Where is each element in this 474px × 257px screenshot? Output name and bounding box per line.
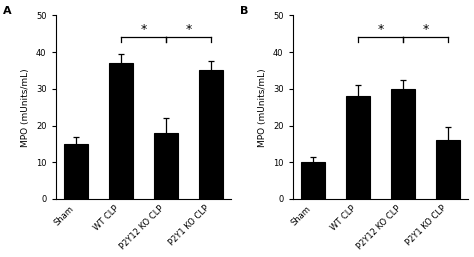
Text: *: * bbox=[140, 23, 146, 36]
Text: *: * bbox=[422, 23, 428, 36]
Bar bbox=[199, 70, 223, 199]
Y-axis label: MPO (mUnits/mL): MPO (mUnits/mL) bbox=[21, 68, 30, 146]
Y-axis label: MPO (mUnits/mL): MPO (mUnits/mL) bbox=[258, 68, 267, 146]
Bar bbox=[346, 96, 370, 199]
Text: *: * bbox=[185, 23, 191, 36]
Bar bbox=[391, 89, 415, 199]
Text: B: B bbox=[240, 6, 248, 16]
Bar bbox=[436, 140, 460, 199]
Text: *: * bbox=[377, 23, 383, 36]
Bar bbox=[154, 133, 178, 199]
Bar bbox=[109, 63, 133, 199]
Bar bbox=[64, 144, 88, 199]
Text: A: A bbox=[3, 6, 11, 16]
Bar bbox=[301, 162, 325, 199]
